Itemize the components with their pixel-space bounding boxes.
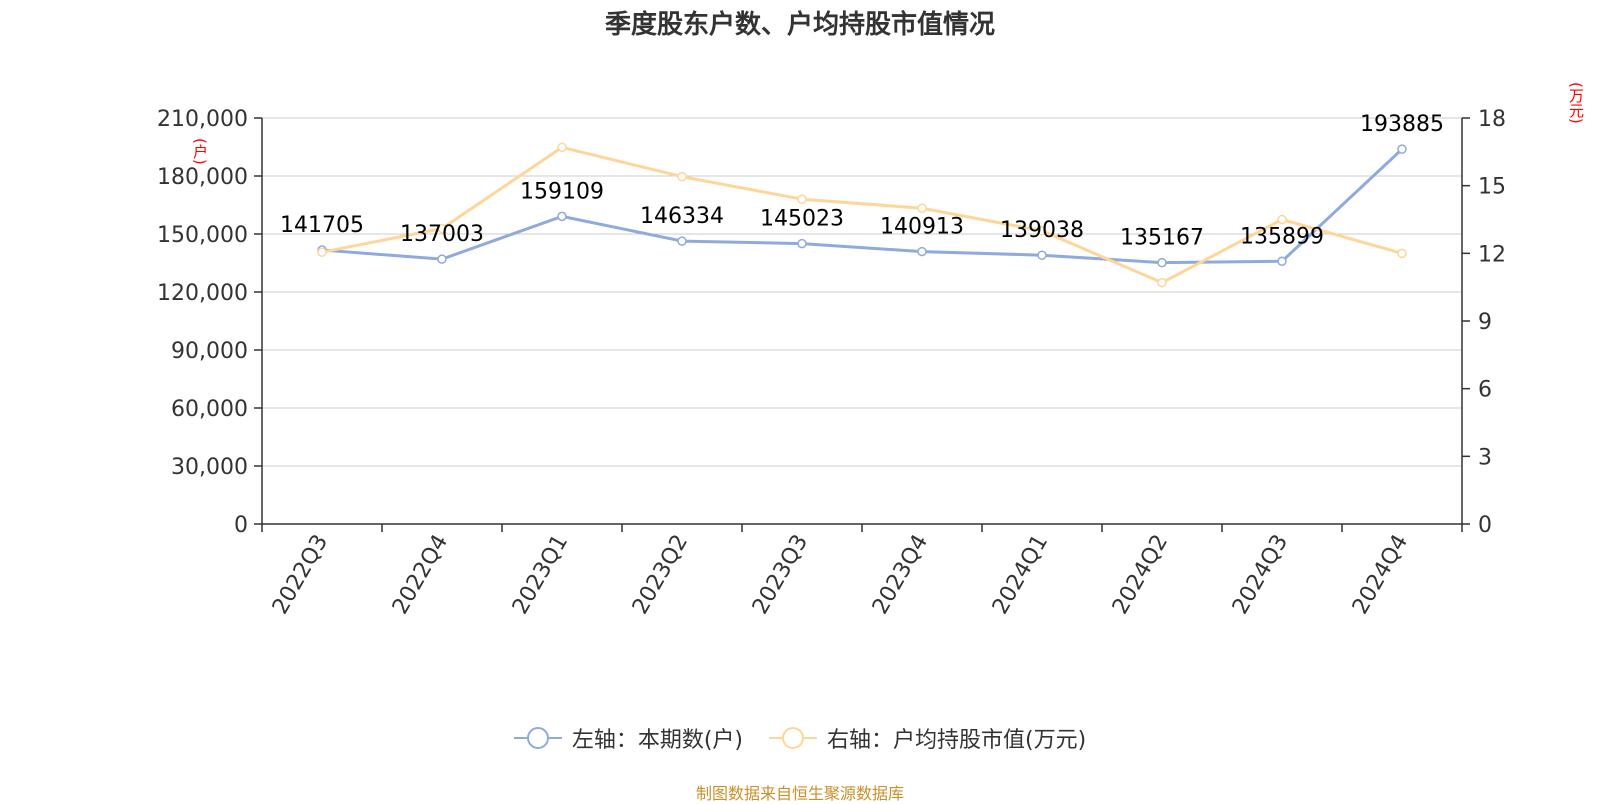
data-label: 159109 xyxy=(520,179,604,204)
right-axis-tick-label: 9 xyxy=(1478,310,1492,335)
series-point-right xyxy=(1397,248,1407,259)
left-axis-tick-label: 60,000 xyxy=(171,397,248,422)
legend-marker-yellow-icon xyxy=(769,727,817,749)
right-axis-tick-label: 3 xyxy=(1478,445,1492,470)
chart-title: 季度股东户数、户均持股市值情况 xyxy=(604,10,995,40)
data-label: 137003 xyxy=(400,222,484,247)
series-point-right xyxy=(1037,226,1047,236)
left-axis-tick-label: 0 xyxy=(234,513,248,538)
data-label: 193885 xyxy=(1360,112,1444,137)
x-axis-tick-label: 2022Q4 xyxy=(388,531,453,619)
data-label: 140913 xyxy=(880,215,964,240)
legend-marker-blue-icon xyxy=(513,727,562,749)
x-axis-tick-label: 2023Q2 xyxy=(628,531,693,619)
series-point-right xyxy=(437,223,447,234)
right-axis-tick-label: 12 xyxy=(1478,242,1506,267)
series-point-right xyxy=(797,194,807,204)
x-axis-tick-label: 2024Q1 xyxy=(988,531,1053,619)
x-axis-tick-label: 2023Q1 xyxy=(508,531,573,619)
series-point-right xyxy=(677,171,687,182)
x-axis-tick-label: 2023Q3 xyxy=(748,531,813,619)
legend-item-left-series[interactable]: 左轴：本期数(户) xyxy=(513,722,743,754)
data-label: 139038 xyxy=(1000,218,1084,243)
left-axis-tick-label: 150,000 xyxy=(157,223,248,248)
series-point-left xyxy=(917,246,927,257)
series-point-right xyxy=(1277,214,1287,225)
series-point-right xyxy=(917,203,927,213)
right-axis-tick-label: 18 xyxy=(1478,107,1506,132)
right-axis-tick-label: 0 xyxy=(1478,513,1492,538)
data-label: 135167 xyxy=(1120,226,1204,251)
legend: 左轴：本期数(户) 右轴：户均持股市值(万元) xyxy=(0,722,1600,754)
right-axis-tick-label: 6 xyxy=(1478,378,1492,403)
series-point-left xyxy=(677,236,687,246)
left-axis-tick-label: 210,000 xyxy=(157,107,248,132)
right-axis-unit: (万元) xyxy=(1567,82,1585,124)
left-axis-tick-label: 120,000 xyxy=(157,281,248,306)
data-label: 141705 xyxy=(280,213,364,238)
x-axis-tick-label: 2024Q2 xyxy=(1108,531,1173,619)
data-label: 135899 xyxy=(1240,224,1324,249)
series-point-left xyxy=(1277,256,1287,267)
series-point-left xyxy=(1037,250,1047,260)
series-point-left xyxy=(557,211,567,222)
series-point-right xyxy=(317,247,327,257)
left-axis-tick-label: 180,000 xyxy=(157,165,248,190)
series-point-left xyxy=(797,238,807,249)
x-axis-tick-label: 2024Q4 xyxy=(1348,531,1413,619)
series-point-right xyxy=(557,142,567,153)
left-axis-unit: (户) xyxy=(191,138,209,165)
legend-label-right-series: 右轴：户均持股市值(万元) xyxy=(827,728,1087,753)
legend-item-right-series[interactable]: 右轴：户均持股市值(万元) xyxy=(769,722,1086,754)
left-axis-tick-label: 30,000 xyxy=(171,455,248,480)
series-point-left xyxy=(437,254,447,264)
right-axis-tick-label: 15 xyxy=(1478,175,1506,200)
data-source-note: 制图数据来自恒生聚源数据库 xyxy=(695,784,904,803)
series-line-right xyxy=(321,145,1403,285)
x-axis-tick-label: 2024Q3 xyxy=(1228,531,1293,619)
legend-label-left-series: 左轴：本期数(户) xyxy=(571,728,743,753)
data-label: 146334 xyxy=(640,204,724,229)
x-axis-tick-label: 2023Q4 xyxy=(868,531,933,619)
series-point-left xyxy=(1397,144,1407,154)
left-axis-tick-label: 90,000 xyxy=(171,339,248,364)
series-line-left xyxy=(321,148,1404,265)
series-point-right xyxy=(1157,277,1167,288)
series-point-left xyxy=(1157,257,1167,268)
data-label: 145023 xyxy=(760,207,844,232)
x-axis-tick-label: 2022Q3 xyxy=(268,531,333,619)
